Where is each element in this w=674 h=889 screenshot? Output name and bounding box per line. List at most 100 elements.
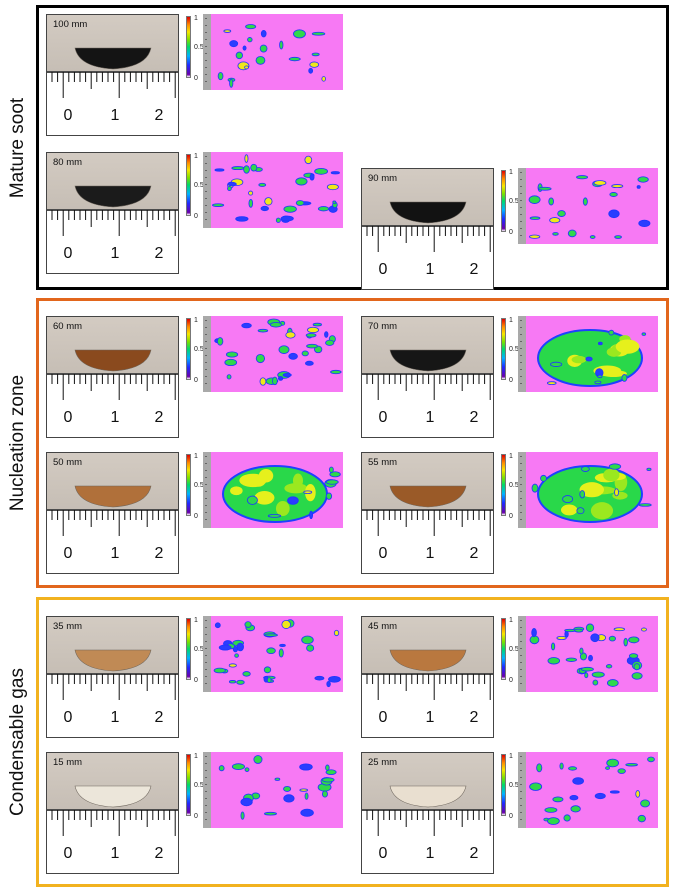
map-spot [332, 200, 337, 204]
colorbar [186, 454, 191, 516]
intensity-map-plot [537, 329, 647, 387]
sample-photo: 35 mm 0 1 2 [46, 616, 179, 738]
map-spot [255, 56, 266, 65]
ruler-ticks [362, 809, 493, 836]
map-spot [579, 490, 586, 499]
map-spot [546, 381, 557, 385]
map-axis-strip [203, 616, 211, 692]
map-spot [617, 768, 626, 774]
map-spot [267, 513, 282, 518]
colorbar-tick-label: 0.5 [509, 346, 519, 353]
map-spot [613, 627, 626, 632]
map-spot [231, 763, 245, 770]
ruler-number: 1 [110, 245, 120, 262]
map-spot [234, 653, 239, 658]
map-hotspot [590, 502, 614, 520]
map-axis-strip [518, 752, 526, 828]
map-spot [314, 675, 325, 681]
sample-panel: 35 mm 0 1 2 1 0.5 0 [46, 616, 343, 741]
map-spot [528, 195, 541, 204]
intensity-map [211, 14, 343, 90]
sample-distance-label: 55 mm [368, 457, 398, 468]
specimen-halfdisc [74, 785, 152, 808]
sample-photo: 45 mm 0 1 2 [361, 616, 494, 738]
ruler: 0 1 2 [47, 673, 178, 737]
map-spot [229, 78, 234, 88]
map-spot [303, 490, 313, 494]
ruler-number: 1 [110, 845, 120, 862]
map-spot [301, 350, 309, 357]
map-axis-strip [203, 14, 211, 90]
intensity-map-plot [218, 755, 337, 820]
map-axis-strip [518, 168, 526, 244]
map-hotspot [284, 483, 308, 494]
map-spot [325, 764, 330, 771]
sample-photo: 80 mm 0 1 2 [46, 152, 179, 274]
ruler-number: 0 [63, 845, 73, 862]
colorbar-tick-label: 1 [509, 317, 513, 324]
colorbar-tick-label: 0 [194, 377, 198, 384]
map-spot [282, 372, 292, 378]
intensity-map-plot [222, 465, 341, 523]
ruler-number: 0 [63, 709, 73, 726]
map-spot [570, 805, 581, 813]
ruler-ticks [362, 673, 493, 700]
map-spot [228, 663, 237, 668]
map-axis-strip [518, 616, 526, 692]
map-spot [638, 219, 651, 227]
map-spot [306, 343, 318, 349]
map-spot [591, 671, 605, 678]
colorbar-tick-label: 1 [194, 317, 198, 324]
map-spot [579, 652, 587, 661]
map-spot [333, 629, 340, 637]
map-spot [592, 679, 599, 686]
ruler-number: 0 [63, 409, 73, 426]
intensity-map [526, 616, 658, 692]
map-spot [280, 215, 294, 222]
map-spot [330, 171, 340, 175]
sample-panel: 100 mm 0 1 2 1 0.5 0 [46, 14, 343, 139]
intensity-map-plot [214, 318, 342, 386]
ruler: 0 1 2 [362, 809, 493, 873]
map-spot [625, 762, 638, 767]
map-spot [576, 507, 585, 515]
ruler-number: 2 [154, 545, 164, 562]
ruler-number: 2 [154, 709, 164, 726]
ruler-ticks [362, 225, 493, 252]
ruler: 0 1 2 [362, 509, 493, 573]
map-spot [608, 463, 622, 470]
map-spot [565, 657, 577, 662]
sample-panel: 50 mm 0 1 2 1 0.5 0 [46, 452, 343, 577]
ruler-ticks [47, 373, 178, 400]
map-spot [281, 619, 291, 629]
ruler-number: 1 [425, 545, 435, 562]
map-spot [531, 628, 537, 638]
ruler-number: 2 [154, 845, 164, 862]
colorbar-tick-label: 0 [194, 513, 198, 520]
map-spot [263, 666, 272, 674]
map-spot [582, 197, 588, 206]
map-spot [263, 811, 277, 816]
sample-distance-label: 70 mm [368, 321, 398, 332]
map-spot [563, 814, 571, 822]
colorbar-tick-label: 1 [509, 753, 513, 760]
specimen-halfdisc [389, 349, 467, 372]
map-spot [235, 51, 243, 60]
map-spot [581, 466, 590, 472]
map-spot [218, 765, 225, 772]
map-spot [242, 671, 251, 677]
intensity-map [526, 168, 658, 244]
colorbar-tick-label: 0 [194, 677, 198, 684]
specimen-shape [74, 349, 152, 372]
ruler-number: 1 [425, 409, 435, 426]
map-hotspot [275, 501, 290, 517]
map-spot [328, 466, 334, 473]
map-spot [594, 380, 602, 385]
map-spot [228, 680, 237, 684]
group-box-condensable [36, 597, 669, 887]
colorbar [501, 618, 506, 680]
specimen-halfdisc [389, 785, 467, 808]
map-hotspot [579, 482, 605, 498]
specimen-shape [389, 785, 467, 808]
colorbar [186, 754, 191, 816]
